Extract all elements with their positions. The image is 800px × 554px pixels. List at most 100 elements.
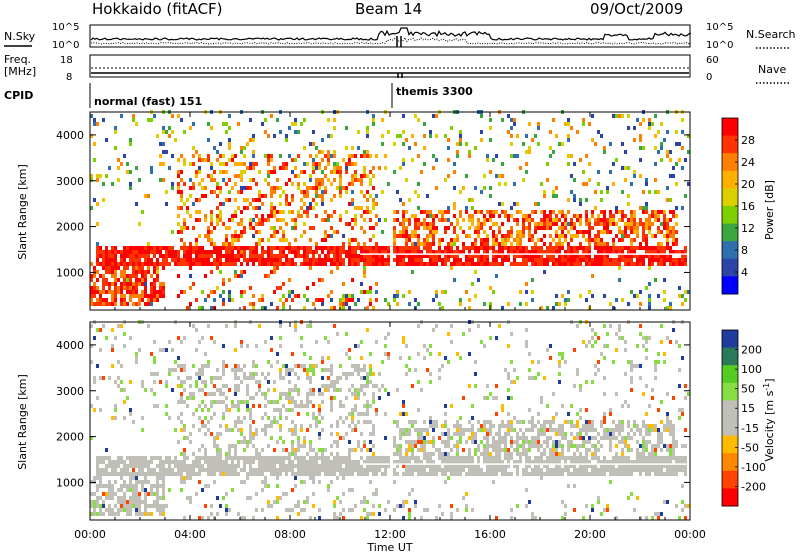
rti-cell [369,170,372,174]
rti-cell [261,214,264,218]
rti-cell [510,234,513,238]
rti-cell [348,356,351,360]
rti-cell [642,190,645,194]
rti-cell [384,262,387,266]
rti-cell [270,348,273,352]
rti-cell [399,258,402,262]
rti-cell [306,206,309,210]
rti-cell [549,448,552,452]
rti-cell [561,468,564,472]
rti-cell [273,134,276,138]
rti-cell [579,452,582,456]
rti-cell [207,360,210,364]
rti-cell [189,266,192,270]
rti-cell [204,214,207,218]
rti-cell [513,154,516,158]
rti-cell [279,468,282,472]
rti-cell [582,428,585,432]
rti-cell [321,356,324,360]
rti-cell [297,464,300,468]
rti-cell [414,500,417,504]
rti-cell [267,154,270,158]
rti-cell [294,456,297,460]
rti-cell [129,138,132,142]
rti-cell [324,448,327,452]
rti-cell [156,134,159,138]
rti-cell [660,254,663,258]
rti-cell [534,262,537,266]
rti-cell [396,258,399,262]
rti-cell [132,420,135,424]
rti-cell [204,452,207,456]
rti-cell [267,274,270,278]
rti-cell [366,250,369,254]
rti-cell [126,262,129,266]
rti-cell [486,448,489,452]
rti-cell [417,182,420,186]
rti-cell [450,436,453,440]
rti-cell [225,254,228,258]
rti-cell [231,214,234,218]
rti-cell [627,302,630,306]
rti-cell [444,290,447,294]
rti-cell [327,294,330,298]
rti-cell [141,298,144,302]
rti-cell [150,118,153,122]
rti-cell [654,210,657,214]
rti-cell [153,484,156,488]
rti-cell [489,262,492,266]
rti-cell [456,254,459,258]
rti-cell [234,154,237,158]
rti-cell [339,194,342,198]
rti-cell [270,194,273,198]
rti-cell [255,344,258,348]
rti-cell [357,298,360,302]
rti-cell [486,452,489,456]
rti-cell [648,294,651,298]
rti-cell [198,210,201,214]
freq-panel [89,54,691,78]
rti-cell [513,118,516,122]
rti-cell [279,226,282,230]
rti-cell [336,464,339,468]
rti-cell [570,440,573,444]
rti-cell [303,190,306,194]
rti-cell [342,508,345,512]
rti-cell [90,206,93,210]
rti-cell [309,246,312,250]
rti-cell [111,496,114,500]
rti-cell [528,456,531,460]
rti-cell [114,262,117,266]
rti-cell [366,468,369,472]
rti-cell [192,202,195,206]
rti-cell [312,282,315,286]
rti-cell [258,384,261,388]
rti-cell [348,464,351,468]
rti-cell [237,456,240,460]
rti-cell [306,262,309,266]
rti-cell [102,468,105,472]
rti-cell [216,468,219,472]
rti-cell [159,508,162,512]
rti-cell [387,302,390,306]
rti-cell [630,210,633,214]
rti-cell [255,222,258,226]
rti-cell [321,278,324,282]
rti-cell [357,420,360,424]
rti-cell [255,258,258,262]
rti-cell [372,384,375,388]
rti-cell [333,170,336,174]
rti-cell [180,154,183,158]
rti-cell [147,504,150,508]
rti-cell [303,230,306,234]
rti-cell [273,500,276,504]
rti-cell [273,270,276,274]
rti-cell [243,400,246,404]
rti-cell [480,452,483,456]
rti-cell [153,360,156,364]
rti-cell [609,246,612,250]
rti-cell [249,440,252,444]
rti-cell [606,226,609,230]
rti-cell [300,234,303,238]
rti-cell [279,372,282,376]
